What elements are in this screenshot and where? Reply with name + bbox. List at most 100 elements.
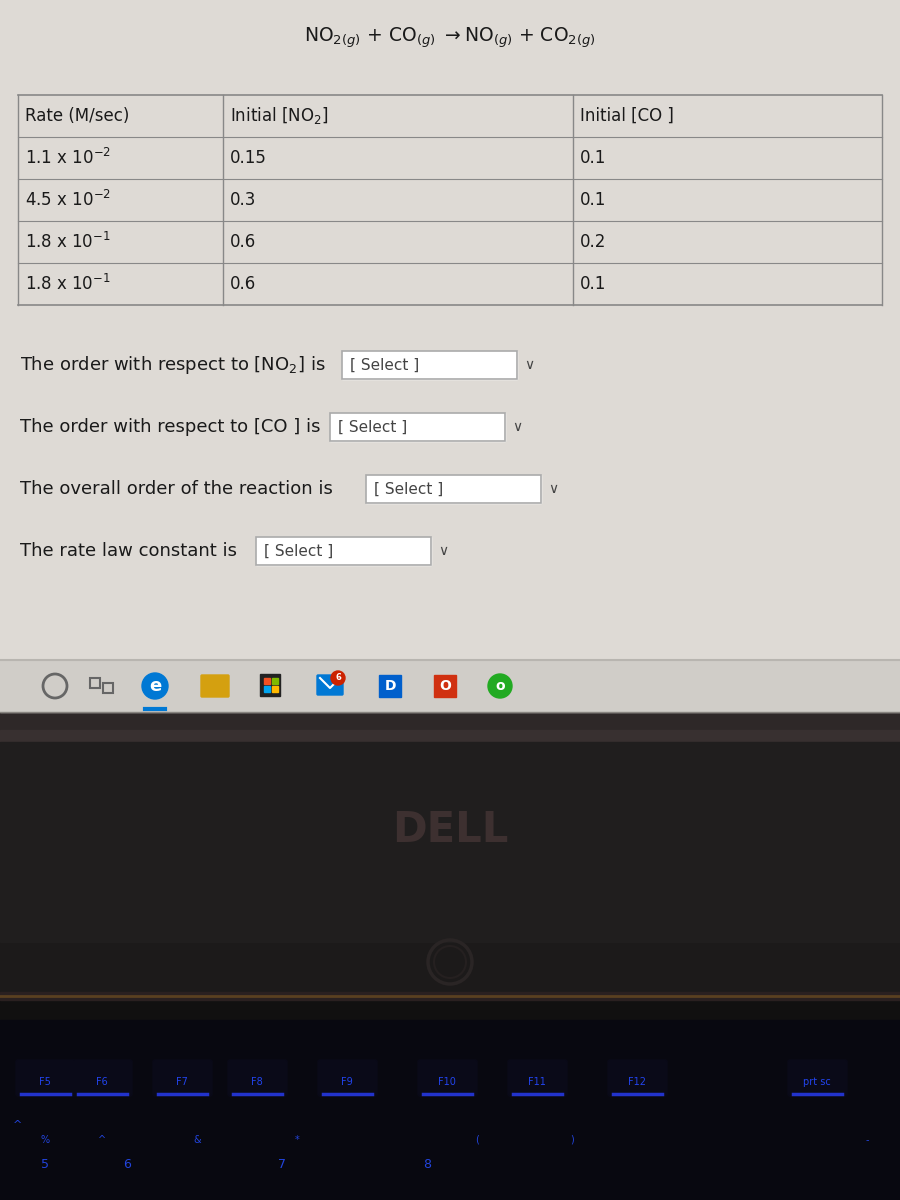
Text: F8: F8 — [251, 1078, 263, 1087]
Text: F6: F6 — [96, 1078, 108, 1087]
Bar — [330, 413, 505, 440]
FancyBboxPatch shape — [508, 1060, 567, 1096]
Bar — [0, 730, 900, 742]
Bar — [0, 742, 900, 942]
Text: prt sc: prt sc — [803, 1078, 831, 1087]
Text: &: & — [194, 1135, 201, 1145]
Bar — [0, 1020, 900, 1200]
Text: 8: 8 — [423, 1158, 431, 1171]
Bar — [342, 350, 517, 379]
Text: The order with respect to [NO$_2$] is: The order with respect to [NO$_2$] is — [20, 354, 326, 376]
Text: [ Select ]: [ Select ] — [264, 544, 333, 558]
Bar — [256, 538, 431, 565]
Text: [ Select ]: [ Select ] — [374, 481, 443, 497]
Bar — [272, 678, 278, 684]
FancyBboxPatch shape — [318, 1060, 377, 1096]
Text: %: % — [40, 1135, 50, 1145]
Text: 7: 7 — [278, 1158, 286, 1171]
Text: [ Select ]: [ Select ] — [338, 420, 407, 434]
Bar — [0, 660, 900, 712]
Bar — [330, 413, 505, 440]
Bar — [18, 137, 882, 179]
Text: DELL: DELL — [392, 809, 508, 851]
Bar — [103, 683, 113, 692]
Text: F9: F9 — [341, 1078, 353, 1087]
FancyBboxPatch shape — [73, 1060, 132, 1096]
Text: ∨: ∨ — [524, 358, 534, 372]
Text: -: - — [865, 1135, 868, 1145]
Bar — [256, 538, 431, 565]
Bar — [0, 0, 900, 660]
Circle shape — [142, 673, 168, 698]
Bar — [342, 350, 517, 379]
FancyBboxPatch shape — [16, 1060, 75, 1096]
Bar — [18, 221, 882, 263]
Text: 0.3: 0.3 — [230, 191, 256, 209]
Text: ^: ^ — [14, 1120, 22, 1130]
Bar — [90, 678, 100, 688]
Text: The order with respect to [CO ] is: The order with respect to [CO ] is — [20, 418, 320, 436]
FancyBboxPatch shape — [608, 1060, 667, 1096]
Text: 0.15: 0.15 — [230, 149, 267, 167]
Bar — [264, 678, 270, 684]
Text: The rate law constant is: The rate law constant is — [20, 542, 237, 560]
Text: O: O — [439, 679, 451, 692]
Bar — [264, 686, 270, 692]
Bar — [0, 1000, 900, 1200]
FancyBboxPatch shape — [153, 1060, 212, 1096]
FancyBboxPatch shape — [228, 1060, 287, 1096]
Text: ∨: ∨ — [548, 482, 558, 496]
Bar — [18, 263, 882, 305]
Text: 4.5 x 10$^{-2}$: 4.5 x 10$^{-2}$ — [25, 190, 112, 210]
Text: (: ( — [475, 1135, 479, 1145]
Circle shape — [331, 671, 345, 685]
FancyBboxPatch shape — [201, 674, 229, 697]
Text: 0.6: 0.6 — [230, 275, 256, 293]
Text: NO$_{2(g)}$ + CO$_{(g)}$ $\rightarrow$NO$_{(g)}$ + CO$_{2(g)}$: NO$_{2(g)}$ + CO$_{(g)}$ $\rightarrow$NO… — [304, 25, 596, 50]
Text: 1.8 x 10$^{-1}$: 1.8 x 10$^{-1}$ — [25, 232, 111, 252]
FancyBboxPatch shape — [418, 1060, 477, 1096]
Text: The overall order of the reaction is: The overall order of the reaction is — [20, 480, 333, 498]
Text: 0.6: 0.6 — [230, 233, 256, 251]
Text: e: e — [148, 677, 161, 695]
Text: ∨: ∨ — [512, 420, 522, 434]
Text: F10: F10 — [438, 1078, 456, 1087]
Text: Rate (M/sec): Rate (M/sec) — [25, 107, 130, 125]
Bar — [18, 95, 882, 137]
Bar — [0, 992, 900, 1000]
Bar — [272, 686, 278, 692]
Bar — [0, 712, 900, 1200]
Text: 6: 6 — [123, 1158, 130, 1171]
FancyBboxPatch shape — [788, 1060, 847, 1096]
Bar — [0, 0, 900, 660]
Bar — [0, 712, 900, 730]
Text: 0.1: 0.1 — [580, 149, 607, 167]
Text: ^: ^ — [98, 1135, 106, 1145]
Text: F5: F5 — [39, 1078, 51, 1087]
Text: 0.2: 0.2 — [580, 233, 607, 251]
Bar — [18, 179, 882, 221]
Text: F11: F11 — [528, 1078, 546, 1087]
Bar — [379, 674, 401, 697]
Bar — [260, 674, 280, 696]
Text: Initial [CO ]: Initial [CO ] — [580, 107, 674, 125]
Text: F7: F7 — [176, 1078, 188, 1087]
Text: 1.1 x 10$^{-2}$: 1.1 x 10$^{-2}$ — [25, 148, 112, 168]
Text: 0.1: 0.1 — [580, 191, 607, 209]
Text: [ Select ]: [ Select ] — [350, 358, 419, 372]
Text: D: D — [384, 679, 396, 692]
Text: 1.8 x 10$^{-1}$: 1.8 x 10$^{-1}$ — [25, 274, 111, 294]
FancyBboxPatch shape — [317, 674, 343, 695]
Text: ∨: ∨ — [438, 544, 448, 558]
Text: 5: 5 — [41, 1158, 49, 1171]
Circle shape — [488, 674, 512, 698]
Text: 0.1: 0.1 — [580, 275, 607, 293]
Text: o: o — [495, 679, 505, 692]
Text: F12: F12 — [628, 1078, 646, 1087]
Text: *: * — [294, 1135, 300, 1145]
Bar — [434, 674, 456, 697]
Bar — [366, 475, 541, 503]
Bar — [366, 475, 541, 503]
Text: ): ) — [570, 1135, 574, 1145]
Text: 6: 6 — [335, 673, 341, 683]
